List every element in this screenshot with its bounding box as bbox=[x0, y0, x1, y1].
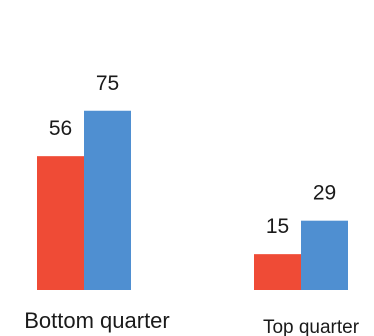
bars-layer bbox=[37, 110, 348, 290]
value-labels-layer: 56 75 15 29 bbox=[49, 72, 336, 238]
bar-top-quarter-1 bbox=[254, 254, 301, 290]
bar-bottom-quarter-2 bbox=[84, 110, 131, 290]
category-labels-layer: Bottom quarter Top quarter bbox=[24, 308, 359, 336]
value-label-bottom-quarter-2: 75 bbox=[96, 72, 119, 95]
bar-top-quarter-2 bbox=[301, 220, 348, 290]
value-label-top-quarter-2: 29 bbox=[313, 182, 336, 205]
value-label-top-quarter-1: 15 bbox=[266, 215, 289, 238]
category-label-top-quarter: Top quarter bbox=[263, 317, 360, 336]
value-label-bottom-quarter-1: 56 bbox=[49, 117, 72, 140]
category-label-bottom-quarter: Bottom quarter bbox=[24, 308, 170, 333]
bar-bottom-quarter-1 bbox=[37, 156, 84, 290]
